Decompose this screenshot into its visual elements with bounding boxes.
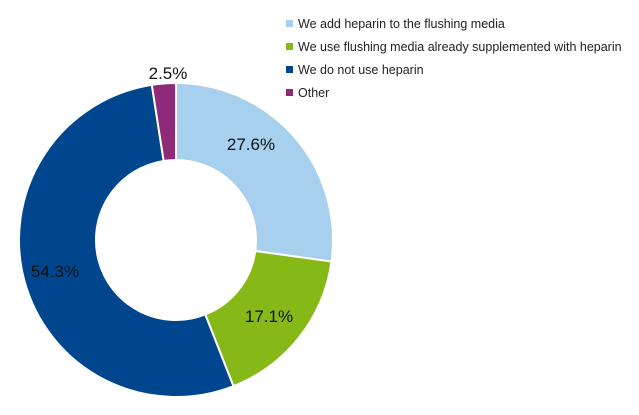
slice-label-2: 17.1% — [245, 307, 293, 326]
legend-swatch — [286, 20, 293, 27]
slice-label-4: 2.5% — [149, 64, 188, 83]
slice-labels: 27.6% 17.1% 54.3% 2.5% — [31, 64, 293, 326]
chart-legend: We add heparin to the flushing media We u… — [286, 12, 636, 104]
legend-label: We add heparin to the flushing media — [298, 16, 505, 31]
donut-slice-1 — [175, 81, 334, 263]
legend-item-2: We use flushing media already supplement… — [286, 35, 636, 58]
legend-item-3: We do not use heparin — [286, 58, 636, 81]
slice-label-1: 27.6% — [227, 135, 275, 154]
legend-swatch — [286, 43, 293, 50]
legend-item-4: Other — [286, 81, 636, 104]
legend-label: We use flushing media already supplement… — [298, 39, 622, 54]
legend-swatch — [286, 66, 293, 73]
legend-label: Other — [298, 85, 330, 100]
legend-label: We do not use heparin — [298, 62, 424, 77]
donut-slice-3 — [18, 83, 235, 398]
donut-slices — [18, 81, 334, 398]
slice-label-3: 54.3% — [31, 262, 79, 281]
legend-item-1: We add heparin to the flushing media — [286, 12, 636, 35]
legend-swatch — [286, 89, 293, 96]
donut-slice-4 — [150, 81, 177, 163]
